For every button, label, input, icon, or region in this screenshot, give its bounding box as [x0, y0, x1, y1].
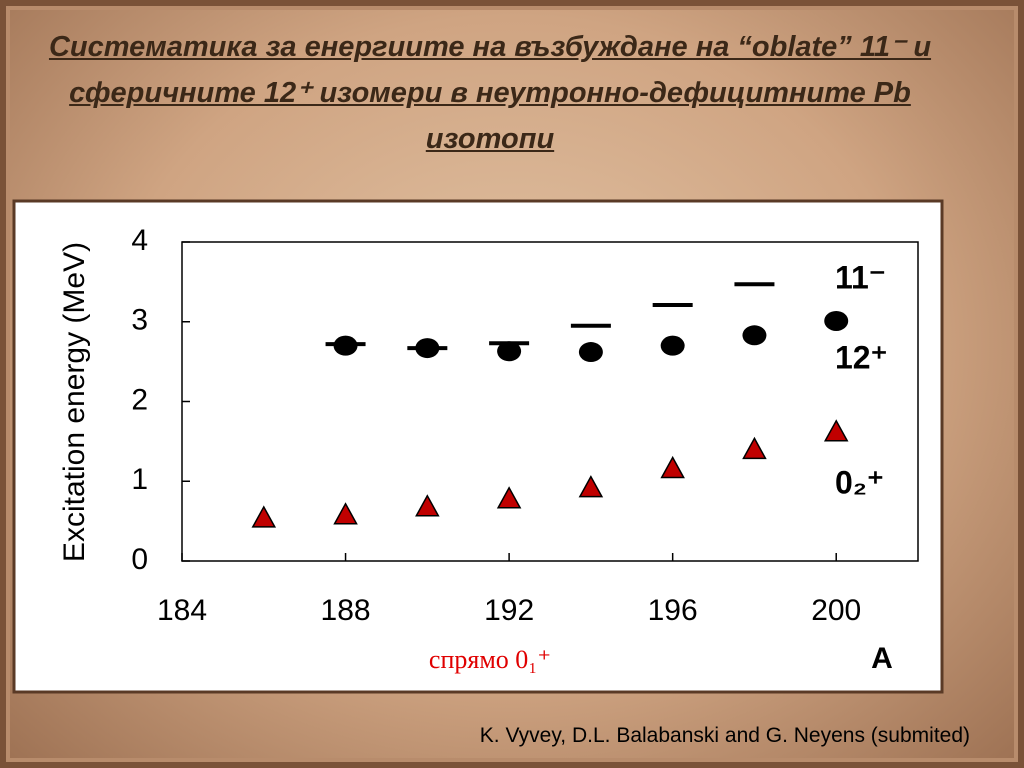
series-label: 0₂⁺ — [835, 464, 884, 500]
y-tick-label: 2 — [131, 383, 148, 416]
slide-title: Систематика за енергиите на възбуждане н… — [48, 31, 932, 155]
y-tick-label: 3 — [131, 304, 148, 337]
circle-marker — [497, 341, 522, 362]
y-tick-label: 1 — [131, 463, 148, 496]
x-axis-label: A — [871, 642, 893, 675]
x-tick-label: 184 — [157, 594, 207, 627]
triangle-marker — [660, 455, 685, 479]
circle-marker — [578, 342, 603, 363]
triangle-marker — [823, 419, 849, 442]
x-tick-label: 196 — [648, 594, 698, 627]
y-axis-label: Excitation energy (MeV) — [58, 242, 91, 562]
circle-marker — [660, 335, 685, 356]
triangle-marker — [496, 486, 522, 509]
y-tick-label: 4 — [131, 224, 148, 257]
triangle-marker — [742, 436, 767, 460]
x-tick-label: 188 — [321, 594, 371, 627]
triangle-marker — [333, 502, 358, 525]
triangle-marker — [578, 475, 604, 498]
triangle-marker — [415, 494, 440, 517]
reference-note: спрямо 0₁⁺ — [429, 645, 551, 674]
circle-marker — [742, 325, 767, 346]
x-tick-label: 192 — [484, 594, 534, 627]
y-tick-label: 0 — [131, 543, 148, 576]
series-label: 12⁺ — [835, 339, 887, 375]
citation: K. Vyvey, D.L. Balabanski and G. Neyens … — [479, 724, 970, 747]
circle-marker — [824, 310, 849, 331]
circle-marker — [415, 338, 440, 359]
x-tick-label: 200 — [811, 594, 861, 627]
triangle-marker — [251, 505, 277, 528]
series-label: 11⁻ — [835, 259, 886, 295]
chart-panel — [12, 199, 944, 694]
circle-marker — [333, 335, 358, 356]
